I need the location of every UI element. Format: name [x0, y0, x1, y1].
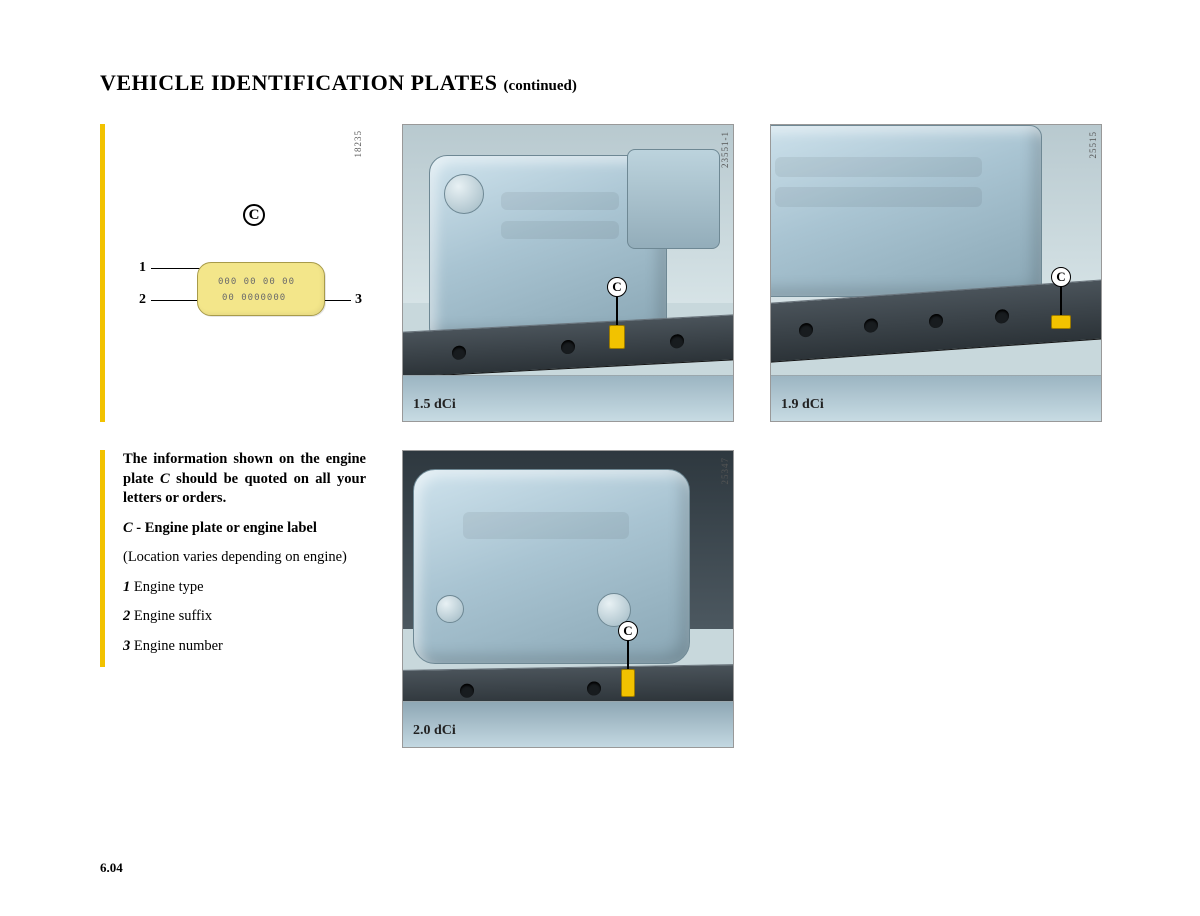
subheading: C - Engine plate or engine label: [123, 519, 366, 539]
left-column: 18235 C 1 2 3 000 00 00 00 00 0000000: [100, 124, 366, 422]
diagram-image-id: 18235: [353, 130, 363, 158]
marker-lead: [616, 297, 618, 325]
oil-cap-icon: [444, 174, 484, 214]
engine-image-id: 25515: [1088, 131, 1098, 159]
plate-marker: [621, 669, 635, 697]
engine-image-id: 23551-1: [720, 131, 730, 168]
diagram-label-1: 1: [139, 260, 146, 276]
engine-circle-c: C: [1051, 267, 1071, 287]
plate-marker: [1051, 315, 1071, 329]
engine-cover: [413, 469, 690, 664]
page: VEHICLE IDENTIFICATION PLATES (continued…: [100, 70, 1100, 748]
marker-lead: [1060, 287, 1062, 315]
content-grid: 18235 C 1 2 3 000 00 00 00 00 0000000: [100, 124, 1100, 748]
engine-image-id: 25347: [720, 457, 730, 485]
title-main: VEHICLE IDENTIFICATION PLATES: [100, 70, 498, 96]
engine-image-19dci: C 25515 1.9 dCi: [770, 124, 1102, 422]
engine-circle-c: C: [618, 621, 638, 641]
engine-plate-graphic: 000 00 00 00 00 0000000: [197, 262, 325, 316]
engine-caption: 2.0 dCi: [413, 723, 456, 739]
list-item-1: 1 Engine type: [123, 578, 366, 598]
engine-image-20dci: C 25347 2.0 dCi: [402, 450, 734, 748]
title-continued: (continued): [504, 78, 577, 95]
engine-cover: [770, 125, 1042, 297]
engine-circle-c: C: [607, 277, 627, 297]
list-item-3: 3 Engine number: [123, 637, 366, 657]
engine-image-15dci: C 23551-1 1.5 dCi: [402, 124, 734, 422]
marker-lead: [627, 641, 629, 669]
intake-box: [627, 149, 719, 250]
diagram-label-2: 2: [139, 292, 146, 308]
list-item-2: 2 Engine suffix: [123, 607, 366, 627]
plate-line1: 000 00 00 00: [218, 277, 295, 287]
plate-line2: 00 0000000: [222, 293, 286, 303]
empty-cell: [770, 450, 1102, 748]
plate-marker: [609, 325, 625, 349]
page-heading: VEHICLE IDENTIFICATION PLATES (continued…: [100, 70, 1100, 96]
text-column: The information shown on the engine plat…: [100, 450, 366, 667]
engine-caption: 1.9 dCi: [781, 397, 824, 413]
diagram-label-3: 3: [355, 292, 362, 308]
plate-diagram: 18235 C 1 2 3 000 00 00 00 00 0000000: [123, 124, 366, 422]
diagram-circle-c: C: [243, 204, 265, 226]
location-note: (Location varies depending on engine): [123, 548, 366, 568]
port-cap-icon: [436, 595, 464, 623]
page-number: 6.04: [100, 860, 123, 876]
intro-paragraph: The information shown on the engine plat…: [123, 450, 366, 509]
engine-caption: 1.5 dCi: [413, 397, 456, 413]
